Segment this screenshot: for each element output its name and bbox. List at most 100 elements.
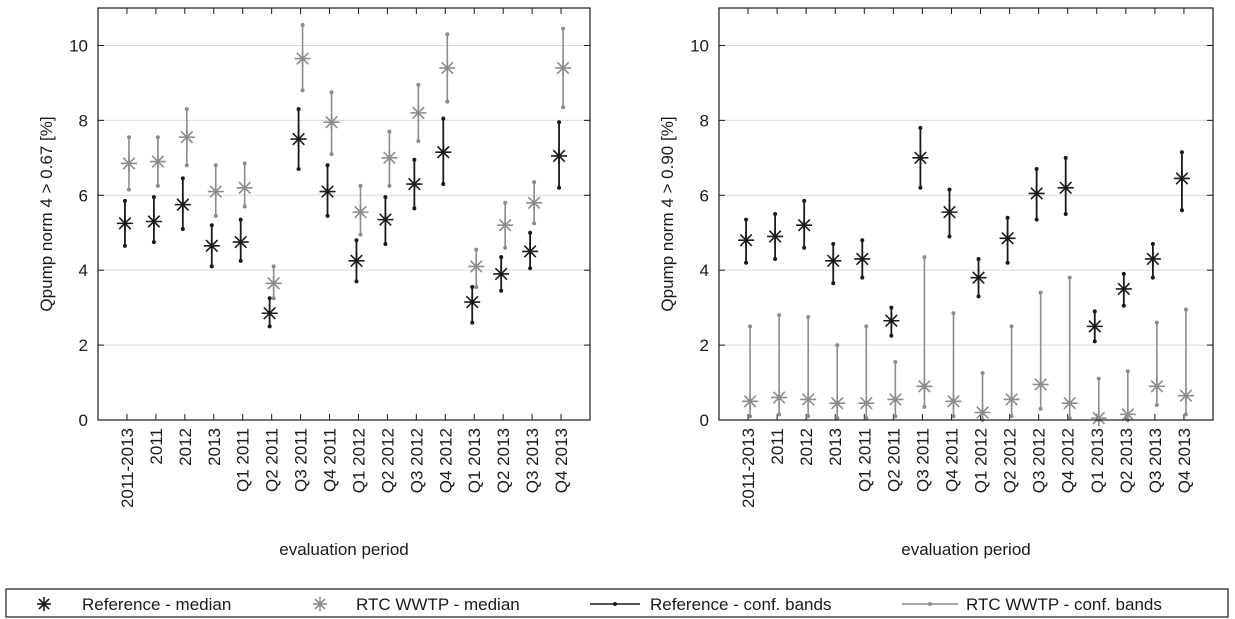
- median-marker-stroke: [943, 205, 956, 219]
- conf-band-lower-dot: [213, 213, 218, 218]
- plot-frame: [718, 7, 1214, 421]
- median-marker-stroke: [918, 379, 931, 393]
- median-marker: [236, 179, 253, 196]
- median-marker: [825, 252, 842, 269]
- conf-band-upper-dot: [835, 343, 840, 348]
- median-marker-stroke: [238, 181, 252, 195]
- y-tick-label: 8: [79, 111, 88, 130]
- median-marker-stroke: [440, 61, 454, 75]
- median-marker: [555, 59, 572, 76]
- conf-band-lower-dot: [412, 206, 417, 211]
- conf-band-upper-dot: [864, 324, 869, 329]
- legend-label: Reference - conf. bands: [650, 595, 831, 614]
- median-marker-stroke: [1030, 187, 1043, 200]
- legend-swatch-star: [313, 597, 327, 611]
- y-tick-label: 0: [79, 411, 88, 430]
- legend-swatch-star: [37, 597, 51, 611]
- median-marker: [1177, 387, 1194, 404]
- plot-frame: [97, 7, 591, 421]
- median-marker-stroke: [1088, 320, 1102, 333]
- median-marker: [800, 391, 817, 408]
- median-marker-stroke: [1034, 378, 1047, 391]
- median-marker-stroke: [151, 155, 165, 168]
- median-marker: [941, 204, 958, 221]
- median-marker: [116, 215, 133, 232]
- median-marker-stroke: [556, 61, 570, 75]
- median-marker-stroke: [494, 267, 508, 281]
- median-marker: [1144, 250, 1161, 267]
- x-tick-label: Q1 2013: [1088, 428, 1107, 493]
- median-marker: [493, 265, 510, 282]
- median-marker: [526, 194, 543, 211]
- conf-band-lower-dot: [889, 333, 894, 338]
- median-marker-stroke: [118, 217, 132, 230]
- conf-band-upper-dot: [748, 324, 753, 329]
- conf-band-upper-dot: [1005, 215, 1010, 220]
- conf-band-upper-dot: [383, 195, 388, 200]
- conf-band-upper-dot: [1150, 241, 1155, 246]
- conf-band-lower-dot: [744, 260, 749, 265]
- x-tick-label: Q2 2012: [1001, 428, 1020, 493]
- conf-band-lower-dot: [503, 245, 508, 250]
- median-marker: [1028, 185, 1045, 202]
- conf-band-lower-dot: [1183, 412, 1188, 417]
- median-marker: [381, 149, 398, 166]
- conf-band-upper-dot: [561, 26, 566, 31]
- legend-item-4: RTC WWTP - conf. bands: [902, 595, 1162, 614]
- series-reference: [116, 107, 568, 329]
- conf-band-upper-dot: [474, 247, 479, 252]
- conf-band-upper-dot: [180, 176, 185, 181]
- x-tick-label: 2011-2013: [118, 428, 137, 508]
- median-marker: [406, 176, 423, 193]
- x-tick-label: Q4 2013: [552, 428, 571, 493]
- median-marker-stroke: [885, 314, 898, 328]
- x-tick-label: 2011-2013: [739, 428, 758, 508]
- median-marker-stroke: [976, 406, 989, 419]
- conf-band-upper-dot: [354, 238, 359, 243]
- median-marker: [1003, 391, 1020, 408]
- conf-band-upper-dot: [528, 230, 533, 235]
- legend: Reference - median RTC WWTP - median Refer…: [5, 588, 1229, 618]
- median-marker-stroke: [1092, 411, 1106, 425]
- median-marker-stroke: [797, 218, 811, 232]
- median-marker-stroke: [768, 230, 782, 243]
- legend-item-2: RTC WWTP - median: [313, 595, 520, 614]
- median-marker: [1115, 280, 1132, 297]
- median-marker-stroke: [826, 254, 840, 268]
- x-tick-label: Q2 2011: [884, 428, 903, 492]
- x-tick-label: Q2 2013: [1117, 428, 1136, 493]
- median-marker: [1090, 410, 1107, 427]
- median-marker: [551, 147, 568, 164]
- median-marker-stroke: [267, 276, 280, 290]
- chart-panel-1: 0 2 4 6 8 10 2011-2013 2011 2012 2013 Q1 2011 Q2 20…: [37, 7, 591, 559]
- median-marker: [352, 204, 369, 221]
- median-marker: [883, 312, 900, 329]
- median-marker: [974, 404, 991, 421]
- x-tick-label: Q1 2012: [349, 428, 368, 493]
- x-tick-label: Q3 2012: [407, 428, 426, 493]
- conf-band-lower-dot: [860, 275, 865, 280]
- x-tick-label: 2012: [176, 428, 195, 466]
- median-marker: [319, 183, 336, 200]
- x-tick-label: Q3 2011: [913, 428, 932, 492]
- x-tick-label: Q4 2011: [321, 428, 340, 492]
- conf-band-lower-dot: [831, 281, 836, 286]
- legend-swatch-dot: [928, 602, 932, 606]
- conf-band-upper-dot: [947, 187, 952, 192]
- conf-band-upper-dot: [1121, 271, 1126, 276]
- conf-band-lower-dot: [748, 414, 753, 419]
- y-tick-label: 2: [79, 336, 88, 355]
- conf-band-lower-dot: [777, 412, 782, 417]
- median-marker-stroke: [296, 52, 309, 65]
- y-axis-label: Qpump norm 4 > 0.67 [%]: [37, 116, 56, 311]
- median-marker: [410, 104, 427, 121]
- y-tick-label: 6: [79, 186, 88, 205]
- series-rtc: [120, 22, 572, 301]
- conf-band-upper-dot: [1063, 155, 1068, 160]
- median-marker-stroke: [801, 393, 815, 406]
- x-tick-label: Q4 2012: [1059, 428, 1078, 493]
- median-marker-stroke: [743, 394, 757, 408]
- conf-band-upper-dot: [744, 217, 749, 222]
- conf-band-lower-dot: [296, 167, 301, 172]
- conf-band-lower-dot: [1092, 339, 1097, 344]
